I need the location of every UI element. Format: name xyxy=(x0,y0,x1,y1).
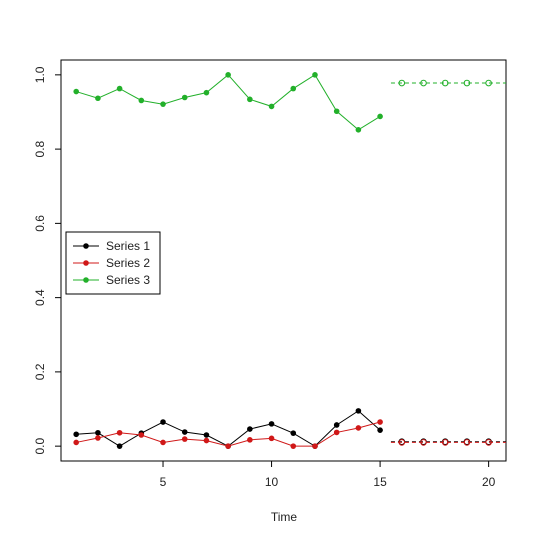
forecast-point xyxy=(420,79,427,87)
x-tick-label: 20 xyxy=(482,475,496,489)
data-point xyxy=(203,437,210,444)
x-axis-title: Time xyxy=(271,510,298,524)
x-tick-label: 5 xyxy=(160,475,167,489)
data-point xyxy=(290,443,297,449)
data-point xyxy=(247,96,253,103)
y-tick-label: 0.0 xyxy=(33,437,47,454)
data-point xyxy=(312,443,318,449)
legend-label: Series 2 xyxy=(106,256,150,270)
x-tick-label: 15 xyxy=(373,475,387,489)
data-point xyxy=(290,85,297,92)
data-point xyxy=(160,439,166,446)
data-point xyxy=(247,437,253,443)
data-point xyxy=(225,72,231,78)
series-layer xyxy=(73,72,506,449)
data-point xyxy=(290,430,297,436)
data-point xyxy=(268,435,275,442)
data-point xyxy=(73,431,79,438)
data-point xyxy=(268,421,275,427)
forecast-point xyxy=(463,439,471,446)
data-point xyxy=(355,425,362,431)
legend-swatch-point xyxy=(83,277,89,283)
series-2 xyxy=(73,419,506,449)
y-tick-label: 0.2 xyxy=(33,363,47,380)
data-point xyxy=(203,432,210,438)
data-point xyxy=(203,89,210,96)
data-point xyxy=(116,429,123,436)
data-point xyxy=(377,419,383,425)
data-point xyxy=(377,113,383,120)
series-line xyxy=(76,74,381,131)
data-point xyxy=(116,85,123,92)
data-point xyxy=(138,432,145,438)
y-tick-label: 1.0 xyxy=(33,66,47,83)
data-point xyxy=(116,443,123,449)
legend-label: Series 3 xyxy=(106,273,150,287)
data-point xyxy=(160,101,166,107)
forecast-point xyxy=(485,439,492,446)
forecast-point xyxy=(420,439,427,446)
data-point xyxy=(377,427,383,433)
legend-label: Series 1 xyxy=(106,239,150,253)
data-point xyxy=(333,429,340,436)
data-point xyxy=(312,72,318,78)
legend: Series 1 Series 2 Series 3 xyxy=(65,231,161,295)
data-point xyxy=(95,435,101,441)
data-point xyxy=(247,426,253,432)
x-tick-label: 10 xyxy=(265,475,279,489)
plot-frame xyxy=(60,59,507,462)
data-point xyxy=(355,127,362,133)
data-point xyxy=(355,408,362,414)
data-point xyxy=(73,88,79,95)
data-point xyxy=(333,108,340,115)
x-axis: 5 10 15 20 xyxy=(160,461,496,489)
forecast-point xyxy=(398,79,406,87)
data-point xyxy=(181,94,188,101)
series-3 xyxy=(73,72,506,133)
y-tick-label: 0.4 xyxy=(33,289,47,306)
data-point xyxy=(73,439,79,446)
forecast-point xyxy=(441,79,449,87)
legend-swatch-point xyxy=(83,243,89,249)
forecast-point xyxy=(398,439,406,446)
y-tick-label: 0.8 xyxy=(33,140,47,157)
data-point xyxy=(160,419,166,425)
series-line xyxy=(76,410,381,447)
data-point xyxy=(333,422,340,428)
data-point xyxy=(138,97,145,104)
data-point xyxy=(95,95,101,102)
data-point xyxy=(181,436,188,442)
data-point xyxy=(181,429,188,435)
data-point xyxy=(268,103,275,110)
forecast-point xyxy=(441,439,449,446)
y-axis: 0.0 0.2 0.4 0.6 0.8 1.0 xyxy=(33,66,61,454)
data-point xyxy=(225,443,231,449)
forecast-point xyxy=(485,79,492,87)
forecast-point xyxy=(463,79,471,87)
legend-swatch-point xyxy=(83,260,89,266)
data-point xyxy=(95,429,101,436)
y-tick-label: 0.6 xyxy=(33,215,47,232)
